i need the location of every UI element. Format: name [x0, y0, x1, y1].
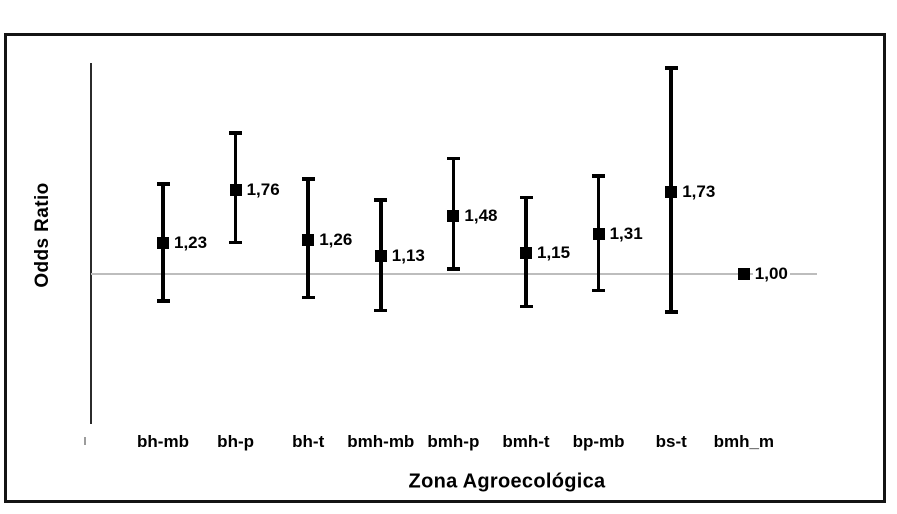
- value-label: 1,13: [389, 245, 427, 266]
- x-axis-origin-tick: [84, 437, 86, 445]
- data-marker: [447, 209, 460, 222]
- data-marker: [520, 247, 532, 260]
- error-bar-cap-top: [519, 195, 533, 200]
- error-bar-cap-top: [664, 66, 678, 70]
- data-marker: [592, 227, 605, 240]
- data-marker: [737, 268, 750, 280]
- data-marker: [302, 233, 315, 246]
- category-label: bh-p: [217, 432, 255, 451]
- x-axis-title: Zona Agroecológica: [408, 470, 606, 493]
- error-bar-cap-bottom: [664, 310, 678, 314]
- category-label: bmh-p: [427, 432, 480, 451]
- y-axis-line: [90, 63, 92, 424]
- value-label: 1,23: [172, 233, 210, 254]
- error-bar-cap-top: [301, 177, 315, 181]
- category-label: bmh-mb: [347, 432, 415, 451]
- error-bar-cap-bottom: [156, 299, 170, 303]
- value-label: 1,00: [752, 264, 790, 284]
- value-label: 1,73: [680, 182, 718, 203]
- y-axis-title: Odds Ratio: [32, 182, 53, 288]
- value-label: 1,76: [244, 179, 282, 200]
- category-label: bmh_m: [713, 432, 775, 451]
- error-bar-cap-top: [446, 156, 460, 161]
- error-bar-cap-top: [374, 198, 388, 202]
- error-bar-cap-bottom: [519, 304, 533, 309]
- data-marker: [665, 186, 678, 199]
- error-bar-cap-top: [592, 174, 606, 178]
- value-label: 1,26: [317, 229, 355, 250]
- data-marker: [157, 237, 169, 250]
- value-label: 1,31: [607, 223, 645, 244]
- error-bar-cap-top: [156, 182, 170, 186]
- error-bar-cap-bottom: [301, 295, 315, 300]
- category-label: bh-t: [292, 432, 325, 451]
- reference-line-or-1: [91, 273, 817, 275]
- error-bar-cap-bottom: [592, 288, 606, 293]
- category-label: bmh-t: [502, 432, 550, 451]
- category-label: bs-t: [655, 432, 687, 451]
- category-label: bh-mb: [137, 432, 189, 451]
- category-label: bp-mb: [572, 432, 625, 451]
- error-bar-cap-bottom: [446, 267, 460, 271]
- error-bar-cap-bottom: [374, 308, 388, 313]
- data-marker: [229, 183, 242, 196]
- value-label: 1,15: [535, 243, 573, 264]
- value-label: 1,48: [462, 205, 500, 226]
- error-bar-cap-top: [229, 131, 243, 135]
- data-marker: [374, 249, 387, 262]
- error-bar-cap-bottom: [229, 240, 243, 245]
